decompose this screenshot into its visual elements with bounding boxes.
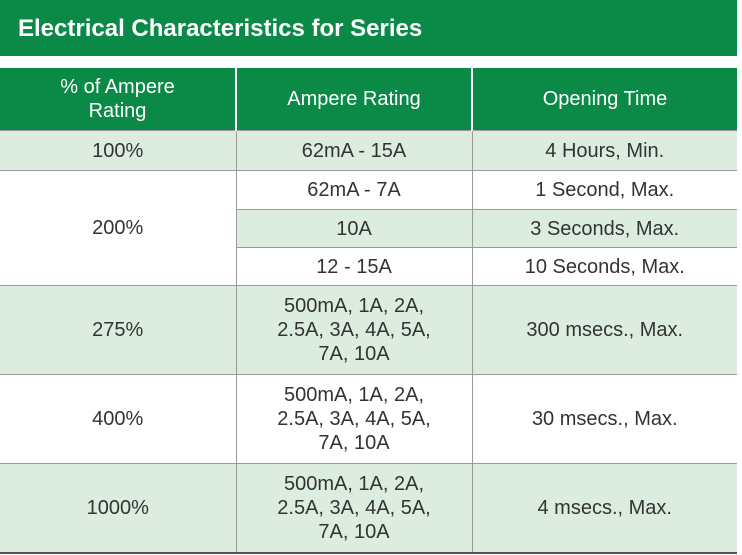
- time-cell: 30 msecs., Max.: [471, 374, 737, 464]
- table-body: 100% 62mA - 15A 4 Hours, Min. 200% 62mA - 7A…: [0, 130, 737, 554]
- ampere-cell: 500mA, 1A, 2A, 2.5A, 3A, 4A, 5A, 7A, 10A: [235, 374, 473, 464]
- rating-cell: 275%: [0, 285, 237, 375]
- header-cell: Ampere Rating: [235, 68, 472, 131]
- rating-cell: 100%: [0, 130, 237, 171]
- ampere-cell: 500mA, 1A, 2A, 2.5A, 3A, 4A, 5A, 7A, 10A: [235, 463, 473, 554]
- ampere-cell: 62mA - 15A: [235, 130, 473, 171]
- header-row: % of Ampere Rating Ampere Rating Opening T…: [0, 68, 737, 131]
- table-row: 1000% 500mA, 1A, 2A, 2.5A, 3A, 4A, 5A, 7A…: [0, 463, 737, 554]
- rating-cell: 1000%: [0, 463, 237, 554]
- time-cell: 4 Hours, Min.: [471, 130, 737, 171]
- header-cell: Opening Time: [471, 68, 737, 131]
- time-cell: 3 Seconds, Max.: [471, 209, 737, 248]
- characteristics-table: % of Ampere Rating Ampere Rating Opening T…: [0, 68, 737, 554]
- table-row: 12 - 15A 10 Seconds, Max.: [0, 247, 737, 286]
- ampere-cell: 500mA, 1A, 2A, 2.5A, 3A, 4A, 5A, 7A, 10A: [235, 285, 473, 375]
- time-cell: 4 msecs., Max.: [471, 463, 737, 554]
- header-cell: % of Ampere Rating: [0, 68, 236, 131]
- time-cell: 10 Seconds, Max.: [471, 247, 737, 286]
- ampere-cell: 62mA - 7A: [235, 170, 473, 210]
- table-row: 100% 62mA - 15A 4 Hours, Min.: [0, 130, 737, 171]
- ampere-cell: 10A: [235, 209, 473, 248]
- title-bar: Electrical Characteristics for Series: [0, 0, 737, 56]
- table-row: 200% 62mA - 7A 1 Second, Max.: [0, 170, 737, 286]
- rating-cell: 200%: [0, 170, 237, 286]
- time-cell: 1 Second, Max.: [471, 170, 737, 210]
- table-row: 275% 500mA, 1A, 2A, 2.5A, 3A, 4A, 5A, 7A,…: [0, 285, 737, 375]
- ampere-cell: 12 - 15A: [235, 247, 473, 286]
- time-cell: 300 msecs., Max.: [471, 285, 737, 375]
- table-row: 400% 500mA, 1A, 2A, 2.5A, 3A, 4A, 5A, 7A,…: [0, 374, 737, 464]
- rating-cell: 400%: [0, 374, 237, 464]
